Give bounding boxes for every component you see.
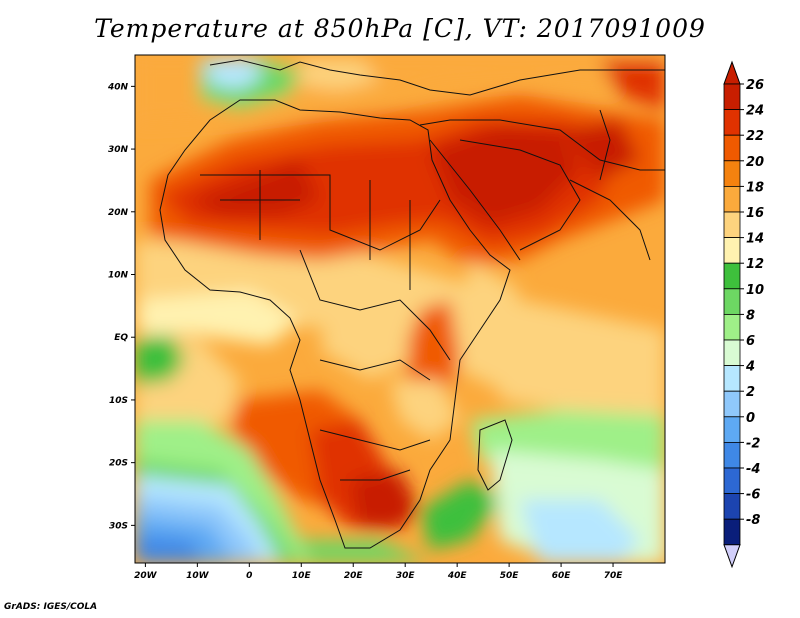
colorbar-segment — [723, 441, 741, 469]
colorbar-label: 16 — [746, 206, 764, 221]
colorbar-segment — [723, 237, 741, 264]
lon-tick-label: 50E — [500, 571, 520, 581]
lon-tick-label: 0 — [246, 571, 252, 581]
colorbar-label: -4 — [746, 462, 760, 477]
lat-tick-label: 20N — [108, 208, 129, 218]
colorbar-label: 8 — [746, 308, 755, 323]
colorbar-label: -6 — [746, 488, 760, 503]
lat-tick-label: 30N — [108, 145, 129, 155]
colorbar-label: 2 — [746, 385, 755, 400]
colorbar-label: 22 — [746, 129, 764, 144]
colorbar-label: 0 — [746, 411, 755, 426]
colorbar-segment — [723, 288, 741, 315]
colorbar-segment — [723, 109, 741, 136]
map-frame — [134, 54, 666, 564]
colorbar-label: 10 — [746, 283, 764, 298]
colorbar-label: 4 — [745, 360, 755, 375]
longitude-axis: 20W 10W 0 10E 20E 30E 40E 50E 60E 70E — [134, 563, 623, 581]
colorbar-label: -2 — [746, 436, 760, 451]
colorbar-segment — [723, 339, 741, 367]
colorbar-label: -8 — [746, 513, 760, 528]
colorbar-label: 6 — [746, 334, 755, 349]
colorbar-segment — [723, 160, 741, 187]
colorbar-segment — [723, 365, 741, 392]
lon-tick-label: 60E — [552, 571, 572, 581]
colorbar-segment — [723, 416, 741, 443]
lon-tick-label: 70E — [604, 571, 624, 581]
colorbar-segment — [723, 467, 741, 495]
lat-tick-label: 10S — [109, 396, 128, 406]
colorbar-segment — [723, 390, 741, 418]
latitude-axis: 40N 30N 20N 10N EQ 10S 20S 30S — [107, 82, 135, 531]
colorbar-segment — [723, 185, 741, 213]
colorbar-label: 12 — [746, 257, 764, 272]
colorbar-bottom-arrow — [723, 544, 741, 569]
map-title: Temperature at 850hPa [C], VT: 201709100… — [94, 14, 706, 43]
colorbar-label: 26 — [746, 78, 764, 93]
colorbar-segment — [723, 211, 741, 239]
coastlines — [159, 59, 665, 549]
lat-tick-label: 10N — [108, 271, 129, 281]
colorbar-label: 18 — [746, 180, 764, 195]
lat-tick-label: 30S — [109, 521, 128, 531]
lat-tick-label: 40N — [107, 82, 129, 92]
lon-tick-label: 20W — [134, 571, 158, 581]
colorbar-segment — [723, 262, 741, 290]
colorbar-top-arrow — [723, 60, 741, 85]
lat-tick-label: 20S — [109, 459, 128, 469]
lon-tick-label: 40E — [447, 571, 468, 581]
colorbar-segment — [723, 313, 741, 341]
lon-tick-label: 10E — [292, 571, 312, 581]
colorbar-label: 20 — [746, 155, 764, 170]
colorbar-segment — [723, 518, 741, 546]
grads-credit: GrADS: IGES/COLA — [4, 602, 98, 612]
colorbar-segment — [723, 493, 741, 520]
lon-tick-label: 10W — [186, 571, 210, 581]
colorbar-label: 14 — [746, 232, 764, 247]
lat-tick-label: EQ — [114, 333, 128, 343]
colorbar-label: 24 — [746, 104, 764, 119]
temperature-field — [135, 55, 665, 563]
lon-tick-label: 30E — [396, 571, 416, 581]
colorbar-segment — [723, 134, 741, 162]
colorbar-segment — [723, 83, 741, 111]
lon-tick-label: 20E — [344, 571, 364, 581]
